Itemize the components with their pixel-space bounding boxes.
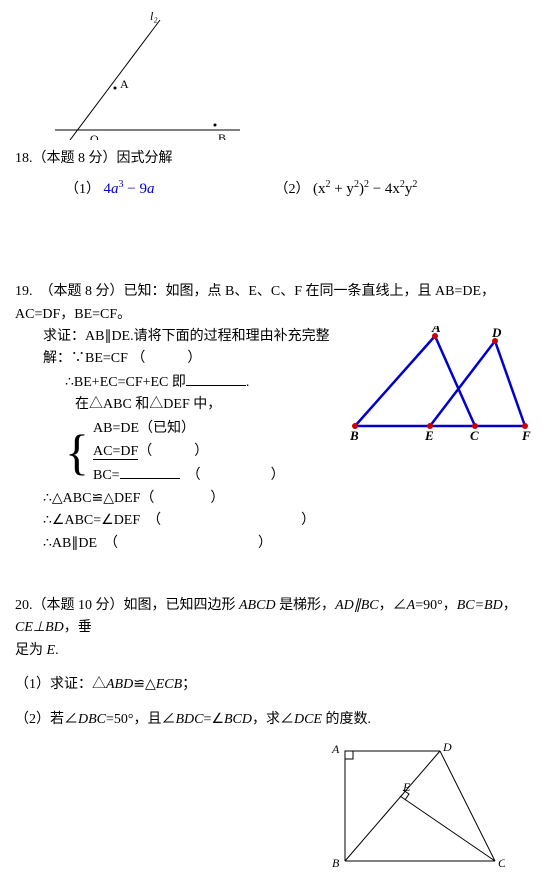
svg-text:l₂: l₂ — [150, 10, 158, 23]
brace-symbol: { — [65, 427, 89, 477]
q20-p2-m3: ，求∠ — [252, 712, 294, 727]
q20-p1-post: ； — [182, 677, 196, 692]
q20-p2-i3: BCD — [224, 712, 252, 727]
q20-p1-pre: （1）求证：△ — [15, 677, 106, 692]
q19-line3: ∴△ABC≌△DEF（ ） — [43, 488, 350, 510]
q18-item1: （1） 4a3 − 9a — [65, 177, 154, 201]
q19-brace-group: { AB=DE（已知） AC=DF（ ） BC= （ ） — [65, 417, 350, 488]
q18-item2-expr: (x2 + y2)2 − 4x2y2 — [313, 181, 417, 197]
q20-p2-i2: BDC — [176, 712, 204, 727]
q19-brace2-post: （ ） — [138, 444, 208, 459]
q20-h2-pre: 足为 — [15, 643, 47, 658]
q19-figure: B E C F A D — [350, 326, 535, 454]
svg-text:A: A — [120, 77, 129, 91]
triangles-diagram-svg: B E C F A D — [350, 326, 535, 446]
q20-h2-post: . — [55, 643, 59, 658]
q20-p1-i1: ABD — [106, 677, 133, 692]
svg-text:E: E — [424, 428, 434, 443]
q20-h-i5: CE⊥BD — [15, 620, 64, 635]
q18-item2: （2） (x2 + y2)2 − 4x2y2 — [274, 177, 417, 201]
svg-text:A: A — [331, 742, 340, 756]
q19-brace3: BC= （ ） — [93, 464, 285, 488]
q19-line1-post: . — [246, 375, 250, 390]
blank-fill — [186, 371, 246, 386]
q20-h-pre: 20.（本题 10 分）如图，已知四边形 — [15, 598, 239, 613]
q20-h-i2: AD∥BC — [335, 598, 379, 613]
blank-fill-2 — [120, 464, 180, 479]
svg-text:C: C — [498, 856, 505, 870]
q20-p1-i2: ECB — [156, 677, 182, 692]
lines-diagram-svg: l₁l₂OAB — [15, 10, 245, 140]
q20-p2-i4: DCE — [294, 712, 322, 727]
q19-line2: 在△ABC 和△DEF 中， — [75, 394, 350, 416]
q19-brace1: AB=DE（已知） — [93, 417, 285, 441]
q20-p2-m1: =50°，且∠ — [106, 712, 176, 727]
q19-brace3-post: （ ） — [194, 468, 285, 483]
q19-brace3-pre: BC= — [93, 468, 120, 483]
svg-text:B: B — [218, 131, 226, 140]
q20-h-m3: =90°， — [415, 598, 457, 613]
q20-part2: （2）若∠DBC=50°，且∠BDC=∠BCD，求∠DCE 的度数. — [15, 709, 535, 731]
q20-p2-post: 的度数. — [322, 712, 371, 727]
svg-text:E: E — [402, 780, 411, 794]
q19-sol-label: 解：∵BE=CF （ ） — [43, 348, 350, 370]
svg-text:D: D — [442, 741, 452, 754]
q20-part1: （1）求证：△ABD≌△ECB； — [15, 674, 535, 696]
q20-h-m1: 是梯形， — [276, 598, 336, 613]
q18-header: 18.（本题 8 分）因式分解 — [15, 148, 535, 170]
q20-p1-mid: ≌△ — [133, 677, 156, 692]
q19-line1: ∴BE+EC=CF+EC 即. — [65, 371, 350, 394]
svg-text:D: D — [491, 326, 502, 340]
q20-h-m2: ，∠ — [379, 598, 407, 613]
q19-brace2: AC=DF（ ） — [93, 440, 285, 464]
q20-h-m5: ，垂 — [64, 620, 92, 635]
svg-text:B: B — [332, 856, 340, 870]
q20-h-i4: BC=BD — [457, 598, 503, 613]
q20-p2-i1: DBC — [78, 712, 106, 727]
q20-h-i6: E — [47, 643, 56, 658]
q19-prove: 求证：AB∥DE.请将下面的过程和理由补充完整 — [43, 326, 350, 348]
q18-item1-expr: 4a3 − 9a — [104, 181, 155, 197]
svg-text:C: C — [470, 428, 479, 443]
q20-header-line2: 足为 E. — [15, 640, 535, 662]
trapezoid-diagram-svg: A D B C E — [330, 741, 505, 871]
q20-p2-m2: =∠ — [204, 712, 224, 727]
svg-text:F: F — [521, 428, 531, 443]
q20-h-i3: A — [407, 598, 416, 613]
svg-text:A: A — [431, 326, 441, 335]
q20-header: 20.（本题 10 分）如图，已知四边形 ABCD 是梯形，AD∥BC，∠A=9… — [15, 595, 535, 640]
q19-line1-pre: ∴BE+EC=CF+EC 即 — [65, 375, 186, 390]
q19-line5: ∴AB∥DE （ ） — [43, 533, 350, 555]
q20-p2-pre: （2）若∠ — [15, 712, 78, 727]
svg-text:B: B — [350, 428, 359, 443]
q18-item1-label: （1） — [65, 182, 100, 197]
top-figure: l₁l₂OAB — [15, 10, 535, 148]
q20-h-m4: ， — [503, 598, 517, 613]
q19-header: 19. （本题 8 分）已知：如图，点 B、E、C、F 在同一条直线上，且 AB… — [15, 281, 535, 326]
q20-figure-wrap: A D B C E — [15, 741, 505, 871]
svg-text:O: O — [90, 132, 99, 140]
q19-line4: ∴∠ABC=∠DEF （ ） — [43, 510, 350, 532]
q20-h-i1: ABCD — [239, 598, 276, 613]
q19-brace2-pre: AC=DF — [93, 444, 138, 460]
q18-item2-label: （2） — [274, 182, 309, 197]
